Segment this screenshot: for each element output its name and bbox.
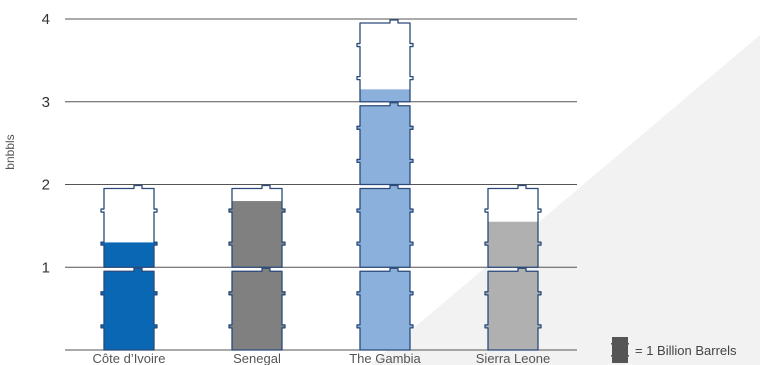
barrel-columns [100, 19, 542, 351]
y-tick-label: 1 [42, 259, 50, 276]
category-label: Sierra Leone [476, 351, 550, 365]
y-tick-label: 3 [42, 94, 50, 111]
category-label: The Gambia [349, 351, 421, 365]
category-label: Senegal [233, 351, 281, 365]
y-tick-label: 4 [42, 11, 50, 28]
y-tick-labels: 1 2 3 4 [42, 11, 50, 276]
bar [228, 184, 286, 351]
bar [100, 184, 158, 351]
y-axis-label: bnbbls [3, 134, 17, 169]
legend-label: = 1 Billion Barrels [635, 342, 737, 358]
legend: = 1 Billion Barrels [611, 336, 737, 364]
bar [484, 184, 542, 351]
category-labels: Côte d’Ivoire Senegal The Gambia Sierra Leo… [93, 351, 551, 365]
y-tick-label: 2 [42, 177, 50, 194]
oil-barrel-icon [611, 337, 629, 363]
bar [356, 19, 414, 351]
category-label: Côte d’Ivoire [93, 351, 166, 365]
